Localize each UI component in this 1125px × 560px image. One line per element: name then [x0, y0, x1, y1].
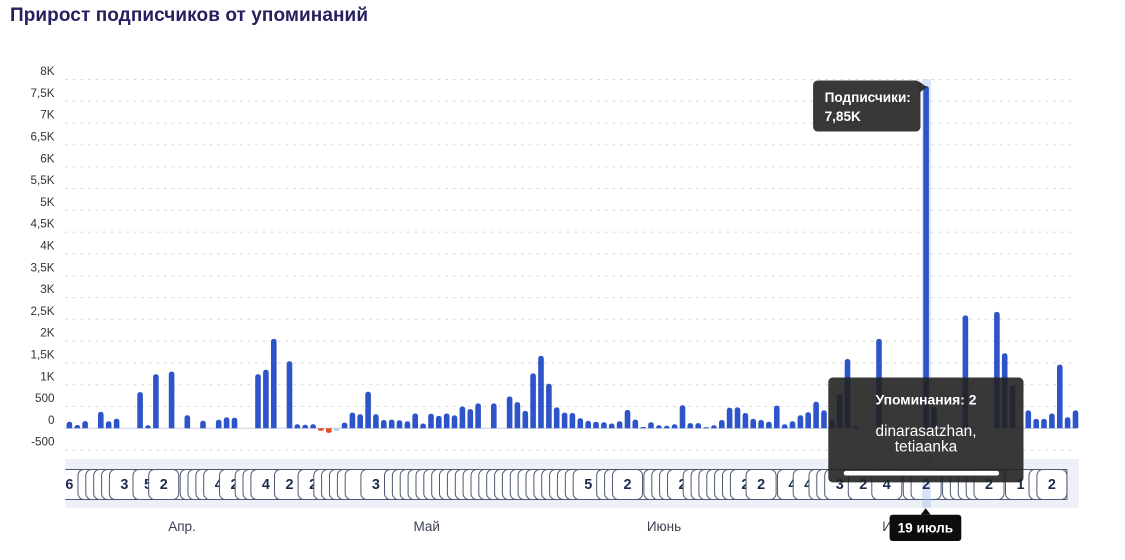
svg-text:2: 2: [985, 477, 993, 493]
svg-text:5: 5: [584, 477, 592, 493]
svg-text:3,5K: 3,5K: [30, 261, 54, 274]
svg-text:-500: -500: [31, 436, 55, 449]
svg-text:2: 2: [757, 477, 765, 493]
svg-text:8K: 8K: [40, 65, 55, 78]
svg-text:1,5K: 1,5K: [30, 349, 54, 362]
svg-text:2: 2: [623, 477, 631, 493]
svg-text:7,5K: 7,5K: [30, 87, 54, 100]
svg-text:2: 2: [922, 477, 930, 493]
svg-text:4: 4: [804, 477, 812, 493]
svg-text:4: 4: [215, 477, 223, 493]
svg-text:3: 3: [120, 477, 128, 493]
svg-text:7,85K: 7,85K: [825, 109, 861, 124]
svg-text:6: 6: [65, 477, 73, 493]
svg-text:4: 4: [883, 477, 891, 493]
svg-text:5,5K: 5,5K: [30, 174, 54, 187]
svg-text:2: 2: [309, 477, 317, 493]
svg-text:2: 2: [285, 477, 293, 493]
svg-text:500: 500: [35, 392, 55, 405]
svg-text:1: 1: [1016, 477, 1024, 493]
svg-text:7K: 7K: [40, 109, 55, 122]
svg-text:0: 0: [48, 414, 55, 427]
svg-text:2,5K: 2,5K: [30, 305, 54, 318]
svg-text:3K: 3K: [40, 283, 55, 296]
svg-text:19 июль: 19 июль: [898, 520, 954, 535]
svg-text:2: 2: [741, 477, 749, 493]
svg-text:2: 2: [1048, 477, 1056, 493]
svg-text:Апр.: Апр.: [168, 519, 196, 534]
svg-text:Упоминания: 2: Упоминания: 2: [876, 391, 977, 407]
svg-text:tetiaanka: tetiaanka: [895, 439, 958, 456]
svg-text:6,5K: 6,5K: [30, 131, 54, 144]
svg-text:4,5K: 4,5K: [30, 218, 54, 231]
svg-text:Май: Май: [413, 519, 439, 534]
svg-text:Подписчики:: Подписчики:: [825, 90, 911, 105]
svg-text:2: 2: [160, 477, 168, 493]
svg-text:4: 4: [262, 477, 270, 493]
svg-text:1K: 1K: [40, 370, 55, 383]
svg-text:4K: 4K: [40, 240, 55, 253]
svg-text:3: 3: [372, 477, 380, 493]
svg-text:4: 4: [788, 477, 796, 493]
svg-text:3: 3: [836, 477, 844, 493]
svg-text:6K: 6K: [40, 152, 55, 165]
svg-text:dinarasatzhan,: dinarasatzhan,: [876, 423, 977, 440]
svg-text:5: 5: [144, 477, 152, 493]
svg-text:2: 2: [678, 477, 686, 493]
svg-text:2: 2: [859, 477, 867, 493]
svg-text:Июнь: Июнь: [647, 519, 681, 534]
svg-text:2: 2: [230, 477, 238, 493]
svg-text:2K: 2K: [40, 327, 55, 340]
svg-text:5K: 5K: [40, 196, 55, 209]
